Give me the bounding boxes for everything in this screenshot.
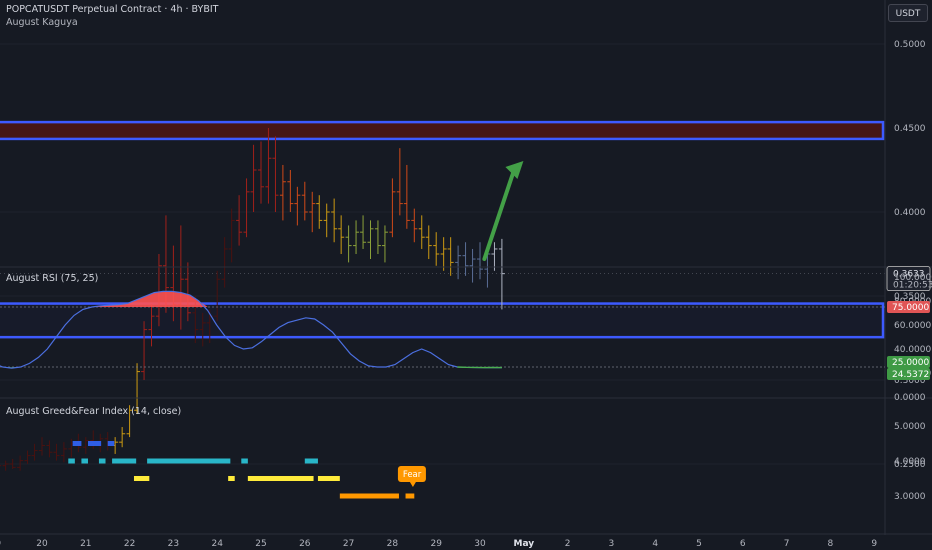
fg-segment [87, 441, 102, 446]
x-axis-label: 27 [343, 539, 354, 549]
trend-arrow-shaft [482, 169, 516, 262]
x-axis-label: 26 [299, 539, 311, 549]
x-axis-label: 7 [784, 539, 790, 549]
price-axis-label: 0.3500 [894, 292, 926, 302]
price-zones [0, 120, 885, 339]
rsi-axis-label: 40.0000 [894, 345, 931, 355]
trend-arrow-head [505, 160, 524, 179]
last-price-box [886, 266, 931, 292]
fg-axis-label: 3.0000 [894, 492, 926, 502]
fear-label: Fear [403, 470, 422, 480]
price-axis-label: 0.2500 [894, 460, 926, 470]
rsi-upper-label: 75.0000 [892, 303, 929, 313]
x-axis-label: 24 [211, 539, 223, 549]
x-axis-label: 20 [36, 539, 48, 549]
last-price-label: 0.3633 [893, 270, 925, 280]
fg-segment [112, 458, 137, 464]
x-axis-label: 25 [255, 539, 266, 549]
fg-segment [304, 458, 318, 464]
fg-segment [68, 458, 75, 464]
fg-segment [241, 458, 248, 464]
x-axis-label: 28 [387, 539, 399, 549]
rsi-lower-box [887, 356, 930, 368]
fg-segment [98, 458, 106, 464]
x-axis-label: 6 [740, 539, 746, 549]
x-axis-label: 22 [124, 539, 135, 549]
fg-segment [228, 476, 235, 481]
x-axis-label: 9 [0, 539, 1, 549]
fg-segment [72, 441, 82, 446]
trend-arrow [482, 160, 524, 262]
x-axis-label: 23 [168, 539, 179, 549]
fg-segment [133, 476, 150, 481]
rsi-current-label: 24.5372 [892, 370, 929, 380]
fg-segment [81, 458, 88, 464]
price-axis-label: 0.5000 [894, 40, 926, 50]
x-axis-label: 30 [474, 539, 486, 549]
support-zone [0, 302, 885, 339]
x-axis-label: 8 [828, 539, 834, 549]
rsi-oversold-line [457, 366, 502, 369]
x-axis-label: 5 [696, 539, 702, 549]
resistance-zone [0, 120, 885, 141]
axis-labels: 0.5000 0.4500 0.4000 0.3500 0.3000 0.2500 0.36… [0, 40, 932, 549]
x-axis-label: May [513, 539, 534, 549]
x-axis-label: 29 [430, 539, 442, 549]
greed-fear-series: Fear [68, 441, 426, 499]
x-axis-label: 3 [609, 539, 615, 549]
countdown-label: 01:20:53 [893, 281, 932, 291]
price-axis-label: 0.4500 [894, 124, 926, 134]
fg-segment [107, 441, 115, 446]
rsi-lower-label: 25.0000 [892, 358, 929, 368]
rsi-current-box [887, 368, 930, 380]
x-axis-label: 21 [80, 539, 91, 549]
x-axis-label: 4 [652, 539, 658, 549]
rsi-axis-label: 0.0000 [894, 393, 926, 403]
rsi-series [0, 290, 885, 369]
candlestick-series[interactable] [0, 128, 505, 471]
fear-tag [397, 466, 426, 482]
x-axis-label: 2 [565, 539, 571, 549]
fg-segment [247, 476, 314, 481]
rsi-upper-box [887, 301, 930, 313]
fg-segment [405, 493, 415, 499]
fear-tag-pointer [409, 482, 416, 487]
rsi-panel-title[interactable]: August RSI (75, 25) [6, 273, 99, 284]
price-axis-label: 0.4000 [894, 208, 926, 218]
author-name: August Kaguya [6, 17, 78, 28]
currency-button[interactable]: USDT [888, 4, 928, 22]
rsi-axis-label: 60.0000 [894, 321, 931, 331]
fg-segment [147, 458, 231, 464]
greed-fear-panel-title[interactable]: August Greed&Fear Index (14, close) [6, 406, 182, 417]
symbol-title[interactable]: POPCATUSDT Perpetual Contract · 4h · BYB… [6, 4, 219, 15]
fg-segment [317, 476, 340, 481]
rsi-axis-label: 100.0000 [894, 273, 932, 283]
rsi-line [0, 290, 502, 369]
fg-axis-label: 4.0000 [894, 457, 926, 467]
price-axis-label: 0.3000 [894, 376, 926, 386]
x-axis-label: 9 [871, 539, 877, 549]
fg-segment [339, 493, 399, 499]
fg-axis-label: 5.0000 [894, 422, 926, 432]
